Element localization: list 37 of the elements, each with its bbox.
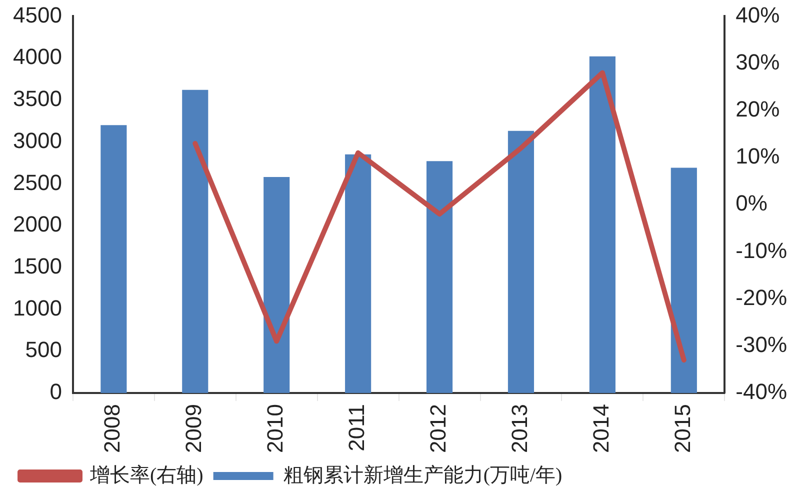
y-tick-label: 2500 <box>12 170 62 195</box>
bar <box>182 90 208 394</box>
y-tick-label: 1000 <box>12 295 62 320</box>
y-tick-label: 2000 <box>12 212 62 237</box>
x-tick-label: 2009 <box>181 404 206 454</box>
y2-tick-label: -10% <box>736 238 787 263</box>
x-tick-label: 2011 <box>344 404 370 452</box>
y-tick-label: 4000 <box>12 44 62 70</box>
x-tick-label: 2012 <box>426 404 451 454</box>
y-tick-label: 4500 <box>12 2 62 28</box>
y2-tick-label: -30% <box>736 332 787 358</box>
y-tick-label: 0 <box>50 379 62 404</box>
y2-tick-label: 10% <box>736 144 780 169</box>
y-tick-label: 500 <box>25 337 62 362</box>
bar <box>508 130 534 394</box>
legend-label: 增长率(右轴) <box>89 464 204 486</box>
bar <box>345 154 372 394</box>
bar <box>100 125 127 394</box>
legend-label: 粗钢累计新增生产能力(万吨/年) <box>283 464 562 486</box>
y-tick-label: 3000 <box>12 128 62 153</box>
y2-tick-label: -40% <box>736 379 787 404</box>
y-tick-label: 3500 <box>12 86 62 112</box>
x-tick-label: 2008 <box>100 404 125 454</box>
y2-tick-label: 20% <box>736 96 780 122</box>
x-tick-label: 2010 <box>262 404 288 454</box>
y2-tick-label: 30% <box>736 49 780 74</box>
bar <box>589 56 616 394</box>
x-tick-label: 2014 <box>588 404 614 454</box>
bar <box>264 176 290 394</box>
y2-tick-label: -20% <box>736 284 787 310</box>
x-tick-label: 2013 <box>507 404 532 454</box>
y-tick-label: 1500 <box>12 254 62 278</box>
y2-tick-label: 0% <box>736 190 768 216</box>
bar <box>670 168 697 394</box>
bar <box>426 161 453 394</box>
y2-tick-label: 40% <box>736 2 780 28</box>
x-tick-label: 2015 <box>670 404 695 454</box>
